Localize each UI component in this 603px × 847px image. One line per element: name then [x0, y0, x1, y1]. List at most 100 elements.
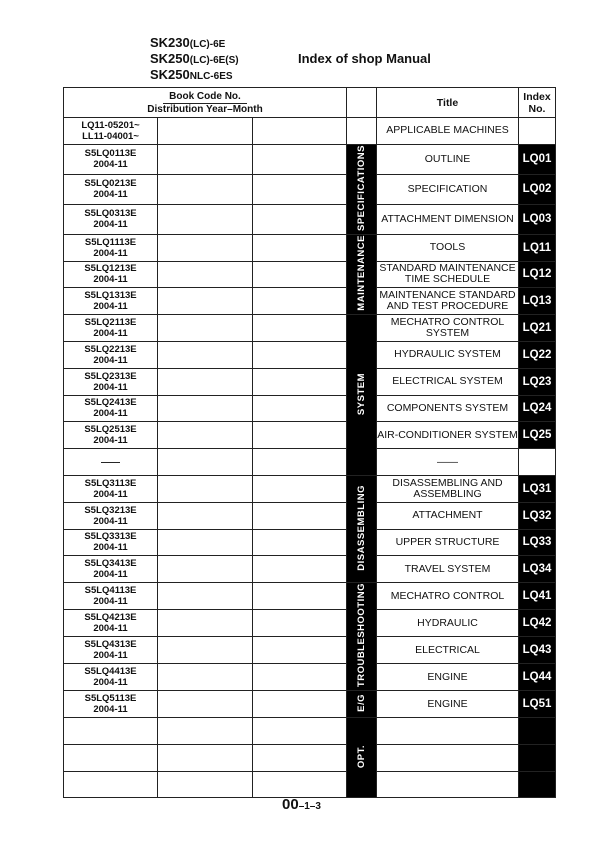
revision-cell	[252, 770, 347, 799]
book-code: S5LQ4113E	[84, 585, 137, 597]
model-2: SK250(LC)-6E(S)	[150, 51, 239, 67]
index-cell: LQ33	[518, 528, 556, 557]
revision-cell	[157, 582, 253, 611]
table-row: S5LQ3313E 2004-11 UPPER STRUCTURE LQ33	[63, 528, 556, 557]
index-cell: LQ32	[518, 501, 556, 530]
revision-cell	[157, 340, 253, 369]
table-row: S5LQ0313E 2004-11 ATTACHMENT DIMENSION LQ…	[63, 203, 556, 235]
revision-cell	[252, 636, 347, 665]
table-row: S5LQ2213E 2004-11 HYDRAULIC SYSTEM LQ22	[63, 340, 556, 369]
revision-cell	[157, 173, 253, 205]
revision-cell	[252, 143, 347, 175]
index-cell: LQ42	[518, 609, 556, 638]
title-cell: ——	[376, 448, 519, 476]
revision-cell	[157, 448, 253, 476]
revision-cell	[252, 233, 347, 262]
distribution-date: 2004-11	[93, 159, 128, 171]
book-code-cell: S5LQ1113E 2004-11	[63, 233, 158, 262]
revision-cell	[252, 690, 347, 719]
book-code: S5LQ4413E	[84, 666, 137, 678]
table-row: OPT.	[63, 717, 556, 799]
distribution-date: LL11-04001~	[82, 130, 139, 142]
distribution-date: 2004-11	[93, 247, 128, 259]
revision-cell	[157, 143, 253, 175]
header-book-code: Book Code No. Distribution Year–Month	[63, 87, 347, 118]
index-table: Book Code No. Distribution Year–Month Ti…	[63, 87, 556, 799]
category-label: DISASSEMBLING	[356, 484, 367, 571]
distribution-date: 2004-11	[93, 704, 128, 716]
revision-cell	[157, 636, 253, 665]
table-row: S5LQ0113E 2004-11 SPECIFICATIONS OUTLINE L…	[63, 143, 556, 235]
revision-cell	[157, 117, 253, 145]
distribution-date: 2004-11	[93, 301, 128, 313]
distribution-date: 2004-11	[93, 677, 128, 689]
revision-cell	[252, 717, 347, 745]
book-code: S5LQ5113E	[84, 693, 137, 705]
book-code-cell: S5LQ3113E 2004-11	[63, 474, 158, 503]
book-code: S5LQ1313E	[84, 290, 137, 302]
table-row: S5LQ3113E 2004-11 DISASSEMBLING DISASSEMBL…	[63, 474, 556, 584]
book-code-cell: S5LQ3413E 2004-11	[63, 555, 158, 584]
revision-cell	[252, 421, 347, 450]
title-cell: MECHATRO CONTROL SYSTEM	[376, 314, 519, 342]
index-cell	[518, 717, 556, 745]
table-row: S5LQ4113E 2004-11 TROUBLESHOOTING MECHATRO…	[63, 582, 556, 692]
distribution-date: 2004-11	[93, 623, 128, 635]
table-row: S5LQ1313E 2004-11 MAINTENANCE STANDARD AN…	[63, 287, 556, 316]
distribution-date: 2004-11	[93, 488, 128, 500]
book-code-cell: S5LQ2313E 2004-11	[63, 367, 158, 396]
title-cell	[376, 717, 519, 745]
book-code-cell: S5LQ0213E 2004-11	[63, 173, 158, 205]
index-cell	[518, 770, 556, 799]
revision-cell	[252, 394, 347, 423]
book-code: S5LQ1113E	[84, 236, 137, 248]
title-cell: MECHATRO CONTROL	[376, 582, 519, 611]
index-cell	[518, 117, 556, 145]
table-row: S5LQ4313E 2004-11 ELECTRICAL LQ43	[63, 636, 556, 665]
title-cell: MAINTENANCE STANDARD AND TEST PROCEDURE	[376, 287, 519, 316]
title-cell: HYDRAULIC	[376, 609, 519, 638]
book-code: S5LQ0313E	[84, 208, 137, 220]
distribution-date: 2004-11	[93, 596, 128, 608]
model-1: SK230(LC)-6E	[150, 35, 226, 51]
revision-cell	[252, 367, 347, 396]
revision-cell	[252, 743, 347, 772]
revision-cell	[252, 663, 347, 692]
book-code-cell: S5LQ2513E 2004-11	[63, 421, 158, 450]
distribution-date: 2004-11	[93, 219, 128, 231]
table-header-row: Book Code No. Distribution Year–Month Ti…	[63, 87, 556, 118]
table-row: —— ——	[63, 448, 556, 476]
title-cell: SPECIFICATION	[376, 173, 519, 205]
book-code-cell: S5LQ3313E 2004-11	[63, 528, 158, 557]
distribution-date: 2004-11	[93, 354, 128, 366]
distribution-date: 2004-11	[93, 328, 128, 340]
revision-cell	[157, 555, 253, 584]
revision-cell	[157, 663, 253, 692]
revision-cell	[252, 555, 347, 584]
table-row	[63, 743, 556, 772]
title-cell: UPPER STRUCTURE	[376, 528, 519, 557]
index-cell: LQ43	[518, 636, 556, 665]
table-row: S5LQ0213E 2004-11 SPECIFICATION LQ02	[63, 173, 556, 205]
distribution-date: 2004-11	[93, 542, 128, 554]
distribution-date: 2004-11	[93, 381, 128, 393]
book-code: S5LQ3213E	[84, 504, 137, 516]
distribution-date: 2004-11	[93, 408, 128, 420]
book-code-cell: S5LQ2413E 2004-11	[63, 394, 158, 423]
revision-cell	[157, 743, 253, 772]
revision-cell	[252, 203, 347, 235]
revision-cell	[252, 173, 347, 205]
revision-cell	[252, 609, 347, 638]
revision-cell	[157, 717, 253, 745]
book-code-label: Book Code No.	[163, 91, 247, 104]
title-cell: OUTLINE	[376, 143, 519, 175]
revision-cell	[157, 260, 253, 289]
distribution-date: 2004-11	[93, 189, 128, 201]
book-code: S5LQ3113E	[84, 477, 137, 489]
category-cell	[346, 117, 377, 145]
index-cell: LQ02	[518, 173, 556, 205]
revision-cell	[157, 501, 253, 530]
book-code-cell: S5LQ2213E 2004-11	[63, 340, 158, 369]
table-row: S5LQ2113E 2004-11 SYSTEM MECHATRO CONTROL …	[63, 314, 556, 476]
table-row: S5LQ1213E 2004-11 STANDARD MAINTENANCE TI…	[63, 260, 556, 289]
